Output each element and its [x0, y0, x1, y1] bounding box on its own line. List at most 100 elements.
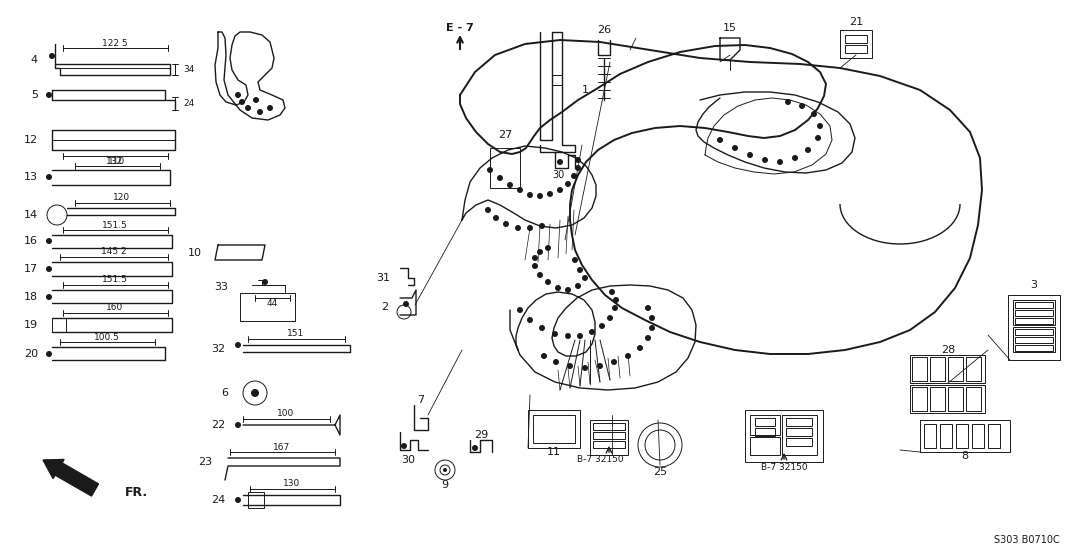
Circle shape: [575, 165, 581, 171]
Text: 34: 34: [183, 64, 194, 74]
Text: 20: 20: [24, 349, 38, 359]
Circle shape: [611, 359, 617, 365]
Bar: [930, 387, 945, 411]
Circle shape: [805, 147, 811, 153]
Circle shape: [607, 315, 612, 321]
Text: 17: 17: [24, 264, 38, 274]
Circle shape: [238, 99, 245, 105]
Bar: [754, 418, 775, 426]
Text: 11: 11: [547, 447, 562, 457]
Bar: [846, 45, 867, 53]
Circle shape: [762, 157, 767, 163]
Circle shape: [507, 182, 513, 188]
Bar: [988, 424, 1001, 448]
Circle shape: [575, 283, 581, 289]
Bar: [930, 357, 945, 381]
Bar: [920, 420, 1010, 452]
Circle shape: [235, 422, 241, 428]
Circle shape: [46, 351, 52, 357]
Circle shape: [493, 215, 499, 221]
Circle shape: [46, 266, 52, 272]
Circle shape: [46, 174, 52, 180]
Text: 44: 44: [267, 299, 278, 307]
Text: 132: 132: [106, 157, 124, 167]
Text: 7: 7: [417, 395, 425, 405]
Circle shape: [557, 159, 563, 165]
Bar: [966, 387, 981, 411]
Bar: [528, 410, 580, 448]
Bar: [750, 437, 780, 455]
Text: 4: 4: [30, 55, 38, 65]
Bar: [912, 357, 927, 381]
Circle shape: [251, 389, 259, 397]
Text: 24: 24: [183, 100, 194, 109]
Circle shape: [817, 123, 823, 129]
Circle shape: [575, 157, 581, 163]
Circle shape: [257, 109, 263, 115]
Circle shape: [553, 359, 559, 365]
Bar: [590, 420, 628, 455]
Circle shape: [235, 497, 241, 503]
Bar: [593, 441, 625, 448]
Text: B-7 32150: B-7 32150: [761, 463, 808, 471]
Circle shape: [517, 307, 522, 313]
Text: 122 5: 122 5: [102, 38, 128, 48]
Bar: [786, 418, 812, 426]
Circle shape: [541, 353, 547, 359]
Bar: [786, 428, 812, 436]
Circle shape: [625, 353, 631, 359]
Text: 21: 21: [849, 17, 863, 27]
Bar: [240, 293, 295, 321]
Bar: [745, 410, 823, 462]
Circle shape: [487, 167, 493, 173]
Circle shape: [401, 443, 406, 449]
Text: 25: 25: [653, 467, 667, 477]
Bar: [1015, 345, 1053, 351]
Circle shape: [253, 97, 259, 103]
Text: 30: 30: [552, 170, 564, 180]
Text: S303 B0710C: S303 B0710C: [994, 535, 1060, 545]
Circle shape: [485, 207, 491, 213]
Circle shape: [589, 329, 595, 335]
Circle shape: [577, 333, 583, 339]
Circle shape: [403, 301, 409, 307]
Text: 23: 23: [198, 457, 212, 467]
Bar: [909, 385, 985, 413]
Bar: [1015, 302, 1053, 308]
Text: 30: 30: [401, 455, 415, 465]
Text: 1: 1: [582, 85, 589, 95]
Circle shape: [582, 365, 588, 371]
Circle shape: [472, 445, 478, 451]
Circle shape: [555, 285, 562, 291]
Circle shape: [732, 145, 738, 151]
Circle shape: [46, 92, 52, 98]
Circle shape: [777, 159, 783, 165]
Bar: [754, 428, 775, 436]
Text: 100.5: 100.5: [94, 332, 120, 341]
Bar: [1015, 318, 1053, 324]
Bar: [1014, 327, 1055, 352]
Circle shape: [571, 173, 577, 179]
Circle shape: [443, 468, 447, 472]
Text: 9: 9: [441, 480, 449, 490]
Circle shape: [537, 272, 543, 278]
Bar: [490, 148, 520, 188]
Bar: [924, 424, 935, 448]
Circle shape: [552, 331, 558, 337]
Bar: [593, 432, 625, 439]
Bar: [846, 35, 867, 43]
Text: 26: 26: [597, 25, 611, 35]
Circle shape: [565, 287, 571, 293]
Circle shape: [649, 315, 655, 321]
Text: 100: 100: [278, 409, 295, 418]
Bar: [1015, 337, 1053, 343]
Circle shape: [612, 297, 619, 303]
Circle shape: [235, 92, 241, 98]
Bar: [533, 415, 575, 443]
Circle shape: [815, 135, 821, 141]
Circle shape: [557, 187, 563, 193]
Text: 6: 6: [221, 388, 228, 398]
Text: 18: 18: [24, 292, 38, 302]
Circle shape: [645, 305, 651, 311]
Text: 27: 27: [498, 130, 512, 140]
